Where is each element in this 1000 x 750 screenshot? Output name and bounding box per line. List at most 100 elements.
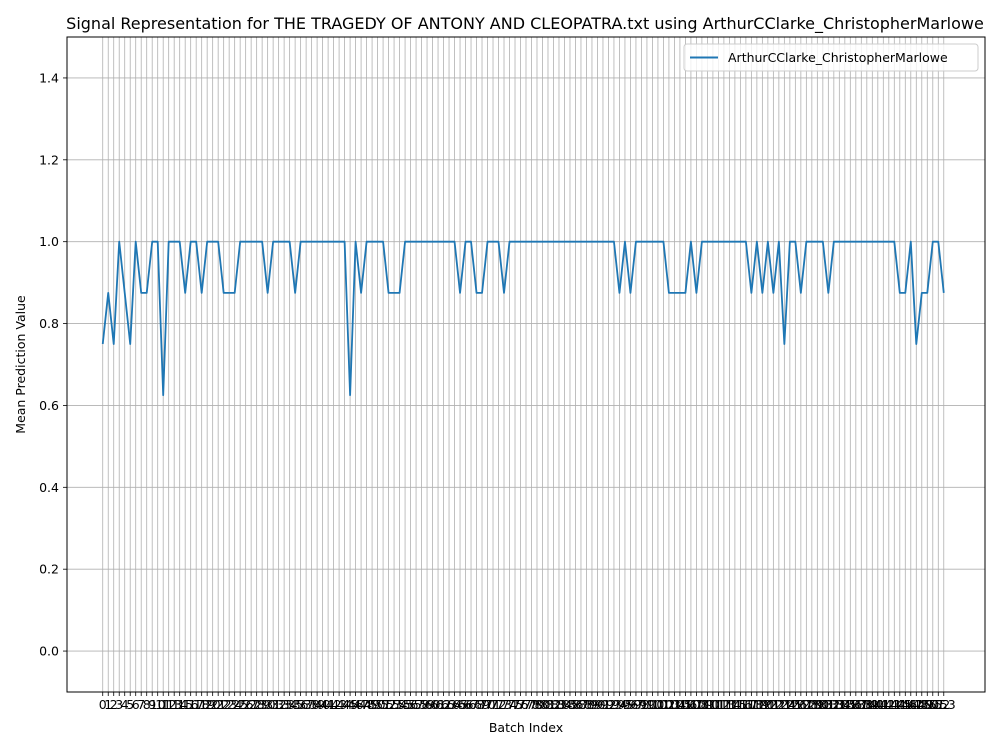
x-tick-label: 94: [611, 697, 627, 712]
x-tick-label: 20: [205, 697, 221, 712]
x-tick-label: 80: [535, 697, 551, 712]
x-gridlines: [102, 37, 945, 692]
x-tick-label: 111: [701, 697, 725, 712]
x-tick-label: 87: [573, 697, 589, 712]
x-tick-label: 76: [513, 697, 529, 712]
x-tick-label: 100: [641, 697, 665, 712]
x-tick-label: 59: [419, 697, 435, 712]
series-layer: [101, 240, 945, 397]
x-tick-label: 45: [342, 697, 358, 712]
y-tick-label: 0.2: [39, 562, 59, 577]
x-tick-label: 118: [739, 697, 763, 712]
x-tick-label: 49: [364, 697, 380, 712]
x-tick-label: 81: [540, 697, 556, 712]
x-tick-label: 106: [673, 697, 697, 712]
x-tick-label: 4: [121, 697, 129, 712]
x-tick-label: 96: [622, 697, 638, 712]
x-axis-label: Batch Index: [489, 720, 563, 735]
x-tick-label: 67: [463, 697, 479, 712]
x-tick-label: 128: [794, 697, 818, 712]
x-tick-label: 5: [126, 697, 134, 712]
legend: ArthurCClarke_ChristopherMarlowe: [683, 43, 979, 72]
x-tick-label: 25: [232, 697, 248, 712]
x-tick-label: 116: [728, 697, 752, 712]
y-axis-label: Mean Prediction Value: [13, 295, 28, 434]
x-tick-label: 119: [745, 697, 769, 712]
legend-label: ArthurCClarke_ChristopherMarlowe: [728, 50, 948, 65]
legend-box: [683, 43, 979, 72]
x-tick-label: 58: [414, 697, 430, 712]
x-tick-label: 83: [551, 697, 567, 712]
x-tick-label: 139: [855, 697, 879, 712]
x-tick-label: 79: [529, 697, 545, 712]
y-tick-label: 1.2: [39, 152, 59, 167]
x-tick-label: 98: [633, 697, 649, 712]
x-tick-label: 53: [386, 697, 402, 712]
x-tick-label: 66: [458, 697, 474, 712]
x-tick-label: 113: [712, 697, 736, 712]
x-tick-label: 93: [606, 697, 622, 712]
x-tick-label: 123: [767, 697, 791, 712]
x-tick-label: 151: [921, 697, 945, 712]
x-tick-label: 35: [287, 697, 303, 712]
x-tick-label: 55: [397, 697, 413, 712]
x-tick-label: 129: [800, 697, 824, 712]
x-tick-label: 117: [734, 697, 758, 712]
x-tick-label: 38: [304, 697, 320, 712]
x-tick-label: 24: [227, 697, 243, 712]
x-tick-label: 61: [430, 697, 446, 712]
x-tick-label: 21: [210, 697, 226, 712]
x-tick-label: 131: [811, 697, 835, 712]
x-tick-label: 18: [194, 697, 210, 712]
x-tick-label: 65: [452, 697, 468, 712]
x-tick-label: 112: [706, 697, 730, 712]
x-tick-label: 134: [827, 697, 851, 712]
x-tick-label: 110: [695, 697, 719, 712]
x-tick-label: 13: [166, 697, 182, 712]
x-tick-label: 130: [805, 697, 829, 712]
chart-title: Signal Representation for THE TRAGEDY OF…: [66, 14, 984, 34]
x-tick-label: 153: [932, 697, 956, 712]
x-tick-label: 107: [679, 697, 703, 712]
x-axis-ticks: 0123456789101112131415161718192021222324…: [99, 692, 956, 712]
x-tick-label: 57: [408, 697, 424, 712]
x-tick-label: 85: [562, 697, 578, 712]
series-line: [101, 240, 945, 397]
x-tick-label: 68: [469, 697, 485, 712]
x-tick-label: 3: [115, 697, 123, 712]
x-tick-label: 29: [254, 697, 270, 712]
x-tick-label: 97: [628, 697, 644, 712]
x-tick-label: 103: [657, 697, 681, 712]
x-tick-label: 73: [496, 697, 512, 712]
x-tick-label: 146: [893, 697, 917, 712]
x-tick-label: 127: [789, 697, 813, 712]
x-tick-label: 48: [359, 697, 375, 712]
x-tick-label: 12: [161, 697, 177, 712]
x-tick-label: 108: [684, 697, 708, 712]
x-tick-label: 92: [601, 697, 617, 712]
x-tick-label: 43: [331, 697, 347, 712]
x-tick-label: 22: [216, 697, 232, 712]
x-tick-label: 126: [783, 697, 807, 712]
x-tick-label: 148: [904, 697, 928, 712]
x-tick-label: 63: [441, 697, 457, 712]
y-gridlines: [67, 77, 985, 652]
x-tick-label: 114: [717, 697, 741, 712]
x-tick-label: 121: [756, 697, 780, 712]
x-tick-label: 105: [668, 697, 692, 712]
x-tick-label: 142: [871, 697, 895, 712]
x-tick-label: 147: [899, 697, 923, 712]
x-tick-label: 47: [353, 697, 369, 712]
x-tick-label: 46: [348, 697, 364, 712]
y-tick-label: 0.4: [39, 480, 59, 495]
x-tick-label: 0: [99, 697, 107, 712]
x-tick-label: 102: [652, 697, 676, 712]
x-tick-label: 143: [877, 697, 901, 712]
x-tick-label: 42: [326, 697, 342, 712]
x-tick-label: 124: [772, 697, 796, 712]
x-tick-label: 82: [546, 697, 562, 712]
x-tick-label: 15: [177, 697, 193, 712]
x-tick-label: 137: [844, 697, 868, 712]
